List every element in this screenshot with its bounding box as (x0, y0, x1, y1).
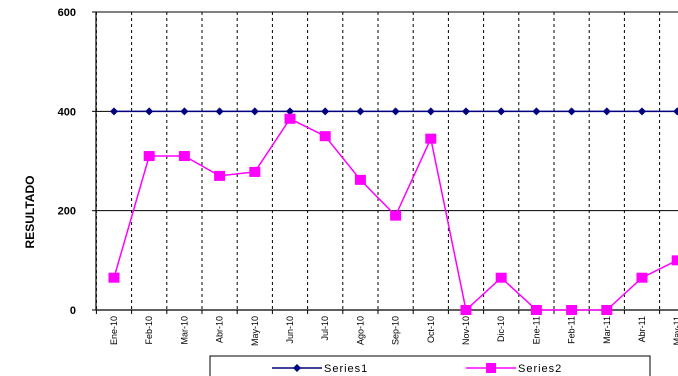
x-tick-label: Abr-11 (637, 316, 647, 342)
x-tick-label: Ago-10 (355, 316, 365, 345)
y-tick-label: 600 (58, 7, 76, 19)
series-layer (108, 107, 678, 315)
data-point-series1 (145, 107, 154, 116)
x-tick-label: May-10 (250, 316, 260, 346)
legend-label: Series1 (324, 363, 368, 375)
legend: Series1 Series2 (209, 355, 651, 376)
data-point-series2 (319, 131, 331, 142)
series-series1 (110, 107, 678, 116)
x-tick-label: Ene-11 (531, 316, 541, 344)
data-point-series1 (638, 107, 646, 116)
data-point-series2 (178, 151, 190, 162)
data-point-series1 (673, 107, 678, 116)
y-tick-label: 200 (58, 206, 76, 218)
data-point-series2 (214, 170, 226, 181)
data-point-series1 (602, 107, 611, 116)
data-point-series2 (671, 255, 678, 266)
x-tick-label: Oct-10 (426, 316, 436, 343)
y-tick-label: 0 (70, 305, 76, 317)
legend-marker (486, 363, 496, 373)
data-point-series2 (566, 305, 578, 315)
data-point-series1 (462, 107, 470, 116)
data-point-series1 (567, 107, 576, 116)
data-point-series2 (390, 210, 402, 221)
x-tick-label: Mar-11 (602, 316, 612, 344)
data-point-series2 (108, 272, 120, 283)
x-axis: Ene-10 Feb-10 Mar-10 Abr-10 May-10 Jun-10 Jul-… (95, 309, 678, 346)
data-point-series2 (530, 305, 542, 315)
data-point-series1 (180, 107, 189, 116)
data-point-series2 (249, 166, 261, 177)
x-tick-label: May-11 (672, 316, 678, 345)
data-point-series1 (215, 107, 224, 116)
data-point-series2 (636, 272, 648, 283)
x-tick-label: Mar-10 (179, 316, 189, 345)
x-tick-label: Sep-10 (391, 316, 401, 345)
series-series2 (108, 113, 678, 315)
legend-marker (293, 364, 301, 372)
data-point-series2 (601, 305, 613, 315)
x-tick-label: Abr-10 (215, 316, 225, 343)
data-point-series1 (110, 107, 118, 116)
y-axis-label: RESULTADO (23, 176, 37, 249)
data-point-series2 (425, 133, 437, 144)
data-point-series1 (532, 107, 541, 116)
x-tick-label: Dic-10 (496, 316, 506, 342)
data-point-series1 (321, 107, 330, 116)
legend-box (209, 355, 651, 376)
x-tick-label: Feb-10 (144, 316, 154, 345)
data-point-series1 (356, 107, 365, 116)
data-point-series2 (354, 174, 366, 185)
data-point-series2 (495, 272, 507, 283)
x-tick-label: Nov-10 (461, 316, 471, 345)
data-point-series1 (286, 107, 294, 116)
y-axis: 0 200 400 600 (58, 7, 97, 317)
x-tick-label: Jun-10 (285, 316, 295, 344)
y-tick-label: 400 (58, 106, 76, 118)
x-tick-label: Jul-10 (320, 316, 330, 341)
x-tick-label: Feb-11 (567, 316, 577, 344)
data-point-series2 (284, 113, 296, 124)
data-point-series2 (460, 305, 472, 315)
data-point-series1 (250, 107, 259, 116)
x-tick-label: Ene-10 (109, 316, 119, 345)
data-point-series1 (497, 107, 506, 116)
data-point-series2 (143, 151, 155, 162)
data-point-series1 (391, 107, 400, 116)
legend-label: Series2 (518, 363, 562, 375)
data-point-series1 (426, 107, 435, 116)
